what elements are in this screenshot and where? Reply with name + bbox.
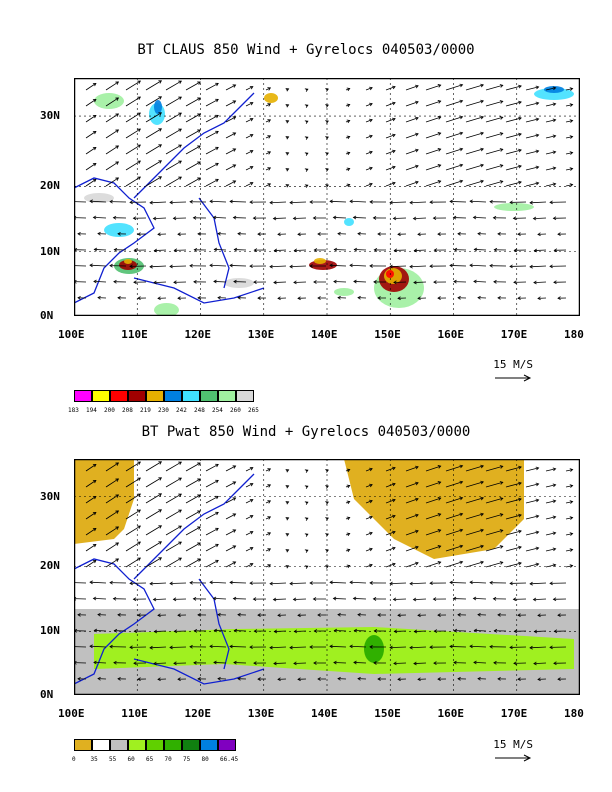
panel2-lon-label: 160E [437, 707, 465, 720]
panel1-colorbar-swatch [128, 390, 146, 402]
panel1-colorbar-swatch [236, 390, 254, 402]
panel2-colorbar-label: 70 [164, 756, 172, 763]
panel2-vector-scale-label: 15 M/S [493, 738, 533, 751]
panel2-lon-label: 150E [374, 707, 401, 720]
panel1-vector-scale-label: 15 M/S [493, 358, 533, 371]
panel1-colorbar-swatch [182, 390, 200, 402]
panel1-title: BT CLAUS 850 Wind + Gyrelocs 040503/0000 [137, 42, 475, 58]
panel2-lon-label: 120E [184, 707, 212, 720]
panel1-lon-label: 160E [437, 328, 465, 341]
panel1-lon-label: 150E [374, 328, 401, 341]
panel2-colorbar-label: 35 [90, 756, 98, 763]
panel2-colorbar-swatch [146, 739, 164, 751]
panel1-colorbar-label: 183 [68, 407, 79, 414]
panel1-vector-scale: 15 M/S [480, 345, 533, 384]
panel2-colorbar [74, 739, 236, 751]
panel2-title: BT Pwat 850 Wind + Gyrelocs 040503/0000 [141, 424, 471, 440]
panel2-colorbar-label: 55 [109, 756, 117, 763]
panel2-lat-label: 10N [40, 624, 60, 638]
panel2-lon-label: 110E [121, 707, 148, 720]
panel1-colorbar-swatch [146, 390, 164, 402]
panel2-colorbar-swatch [110, 739, 128, 751]
panel1-colorbar-labels: 183 194 200 208 219 230 242 248 254 260 265 [68, 407, 288, 415]
panel1-colorbar-label: 219 [140, 407, 151, 414]
panel2-colorbar-labels: 0 35 55 60 65 70 75 80 66.45 [72, 756, 282, 764]
panel2-colorbar-label: 75 [183, 756, 191, 763]
panel1-lat-label: 0N [40, 309, 54, 322]
panel2-colorbar-swatch [182, 739, 200, 751]
panel1-colorbar-swatch [200, 390, 218, 402]
panel1-colorbar-swatch [218, 390, 236, 402]
panel2-colorbar-swatch [218, 739, 236, 751]
arrow-icon [495, 374, 532, 382]
panel1-colorbar-swatch [92, 390, 110, 402]
panel1-colorbar [74, 390, 254, 402]
panel2-lat-label: 30N [40, 489, 60, 503]
panel2-lon-label: 180 [564, 707, 584, 720]
panel2-colorbar-swatch [200, 739, 218, 751]
panel2-vector-scale: 15 M/S [480, 725, 533, 764]
panel1-colorbar-swatch [110, 390, 128, 402]
panel1-colorbar-swatch [164, 390, 182, 402]
panel1-lon-label: 120E [184, 328, 212, 341]
panel2-colorbar-label: 66.45 [220, 756, 239, 763]
panel1-colorbar-swatch [74, 390, 92, 402]
panel2-colorbar-label: 0 [72, 756, 76, 763]
arrow-icon [495, 754, 532, 762]
panel1-colorbar-label: 248 [194, 407, 205, 414]
panel1-lon-label: 100E [58, 328, 85, 341]
panel1-colorbar-label: 230 [158, 407, 169, 414]
panel1-lon-label: 180 [564, 328, 584, 341]
panel1-lon-label: 130E [247, 328, 275, 341]
panel1-lat-label: 10N [40, 244, 60, 258]
panel2-lon-label: 100E [58, 707, 85, 720]
panel1-colorbar-label: 242 [176, 407, 187, 414]
panel2-lon-label: 170E [500, 707, 528, 720]
panel1-colorbar-label: 265 [248, 407, 259, 414]
panel1-colorbar-label: 260 [230, 407, 241, 414]
panel1-colorbar-label: 200 [104, 407, 115, 414]
panel2-colorbar-label: 60 [127, 756, 135, 763]
panel2-colorbar-swatch [128, 739, 146, 751]
panel2-colorbar-label: 80 [201, 756, 209, 763]
panel2-map [74, 459, 580, 695]
panel1-map [74, 78, 580, 316]
panel1-lon-label: 170E [500, 328, 528, 341]
panel1-lat-label: 20N [40, 179, 60, 193]
panel1-lon-label: 140E [311, 328, 338, 341]
panel1-colorbar-label: 194 [86, 407, 97, 414]
panel1-colorbar-label: 208 [122, 407, 133, 414]
panel2-lat-label: 0N [40, 688, 54, 701]
panel1-colorbar-label: 254 [212, 407, 223, 414]
panel2-colorbar-swatch [74, 739, 92, 751]
panel1-lon-label: 110E [121, 328, 148, 341]
panel2-colorbar-label: 65 [146, 756, 154, 763]
panel2-colorbar-swatch [92, 739, 110, 751]
panel2-lon-label: 140E [311, 707, 338, 720]
panel2-lon-label: 130E [247, 707, 275, 720]
panel2-lat-label: 20N [40, 559, 60, 573]
panel2-colorbar-swatch [164, 739, 182, 751]
panel1-lat-label: 30N [40, 109, 60, 123]
